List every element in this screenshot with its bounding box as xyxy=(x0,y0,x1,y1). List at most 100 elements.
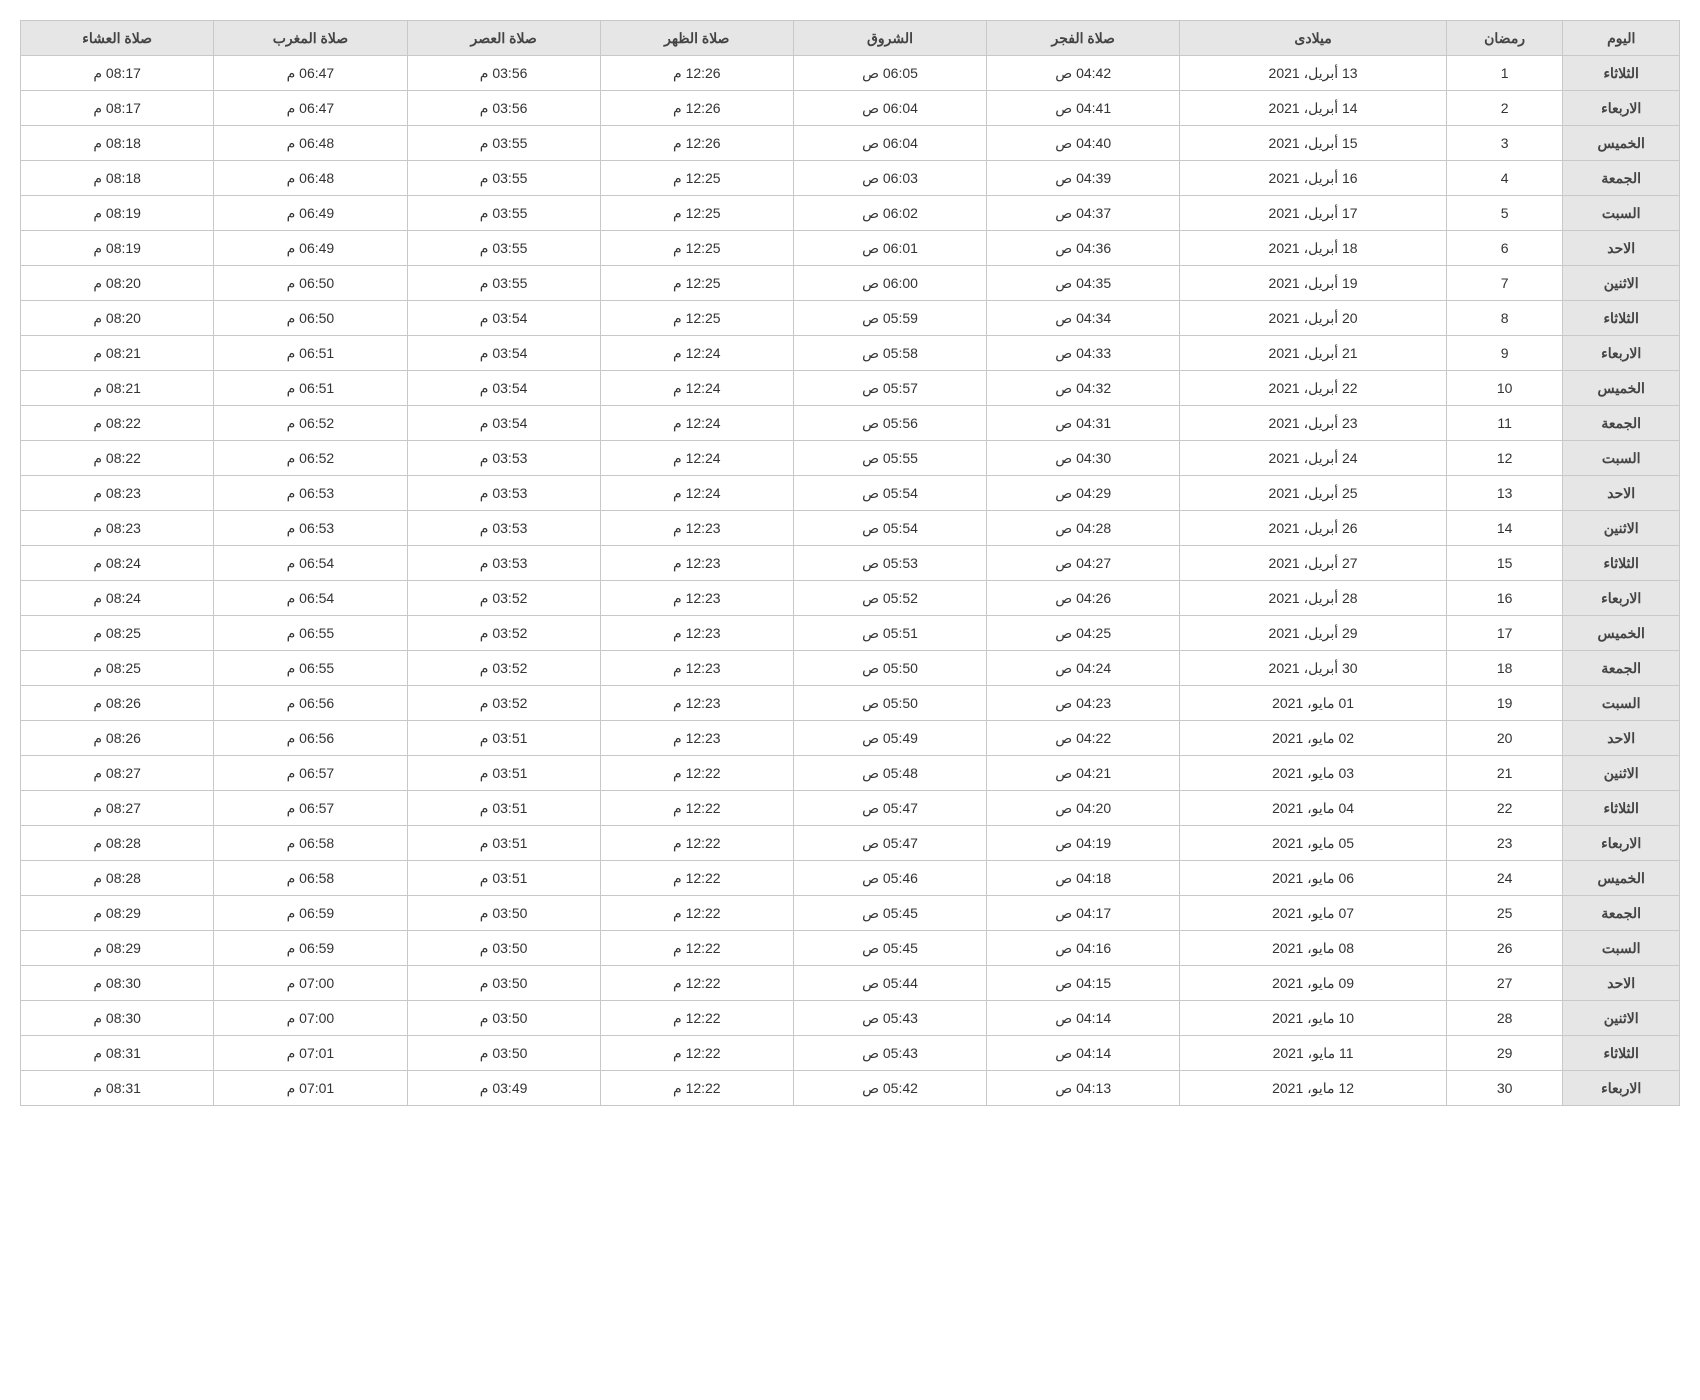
data-cell: 05:48 ص xyxy=(793,756,986,791)
data-cell: 04:41 ص xyxy=(987,91,1180,126)
data-cell: 08 مايو، 2021 xyxy=(1180,931,1447,966)
data-cell: 06:51 م xyxy=(214,336,407,371)
data-cell: 06:48 م xyxy=(214,161,407,196)
data-cell: 04:14 ص xyxy=(987,1001,1180,1036)
data-cell: 04:42 ص xyxy=(987,56,1180,91)
data-cell: 12:23 م xyxy=(600,686,793,721)
data-cell: 06:54 م xyxy=(214,546,407,581)
data-cell: 07:01 م xyxy=(214,1071,407,1106)
data-cell: 03:51 م xyxy=(407,721,600,756)
data-cell: 08:29 م xyxy=(21,896,214,931)
data-cell: 25 أبريل، 2021 xyxy=(1180,476,1447,511)
data-cell: 04:28 ص xyxy=(987,511,1180,546)
data-cell: 06:52 م xyxy=(214,406,407,441)
data-cell: 12 مايو، 2021 xyxy=(1180,1071,1447,1106)
data-cell: 06:59 م xyxy=(214,896,407,931)
day-cell: الثلاثاء xyxy=(1563,301,1680,336)
data-cell: 05:49 ص xyxy=(793,721,986,756)
day-cell: الاربعاء xyxy=(1563,1071,1680,1106)
data-cell: 03:55 م xyxy=(407,231,600,266)
day-cell: السبت xyxy=(1563,441,1680,476)
data-cell: 15 xyxy=(1446,546,1563,581)
data-cell: 10 مايو، 2021 xyxy=(1180,1001,1447,1036)
day-cell: الاحد xyxy=(1563,231,1680,266)
data-cell: 12:22 م xyxy=(600,756,793,791)
column-header: صلاة الفجر xyxy=(987,21,1180,56)
data-cell: 08:22 م xyxy=(21,441,214,476)
data-cell: 04:34 ص xyxy=(987,301,1180,336)
column-header: صلاة العشاء xyxy=(21,21,214,56)
data-cell: 06:55 م xyxy=(214,616,407,651)
column-header: ميلادى xyxy=(1180,21,1447,56)
data-cell: 26 xyxy=(1446,931,1563,966)
data-cell: 05:44 ص xyxy=(793,966,986,1001)
data-cell: 5 xyxy=(1446,196,1563,231)
data-cell: 06:02 ص xyxy=(793,196,986,231)
table-row: الخميس1022 أبريل، 202104:32 ص05:57 ص12:2… xyxy=(21,371,1680,406)
data-cell: 06:04 ص xyxy=(793,91,986,126)
data-cell: 9 xyxy=(1446,336,1563,371)
data-cell: 08:22 م xyxy=(21,406,214,441)
data-cell: 12:22 م xyxy=(600,826,793,861)
data-cell: 08:21 م xyxy=(21,336,214,371)
data-cell: 10 xyxy=(1446,371,1563,406)
day-cell: الجمعة xyxy=(1563,651,1680,686)
data-cell: 05:55 ص xyxy=(793,441,986,476)
data-cell: 05:51 ص xyxy=(793,616,986,651)
data-cell: 28 xyxy=(1446,1001,1563,1036)
table-row: الثلاثاء820 أبريل، 202104:34 ص05:59 ص12:… xyxy=(21,301,1680,336)
table-row: الجمعة416 أبريل، 202104:39 ص06:03 ص12:25… xyxy=(21,161,1680,196)
data-cell: 06:51 م xyxy=(214,371,407,406)
table-row: الاربعاء921 أبريل، 202104:33 ص05:58 ص12:… xyxy=(21,336,1680,371)
table-row: الجمعة1830 أبريل، 202104:24 ص05:50 ص12:2… xyxy=(21,651,1680,686)
table-row: الاحد618 أبريل، 202104:36 ص06:01 ص12:25 … xyxy=(21,231,1680,266)
data-cell: 12:24 م xyxy=(600,371,793,406)
day-cell: الخميس xyxy=(1563,861,1680,896)
data-cell: 15 أبريل، 2021 xyxy=(1180,126,1447,161)
day-cell: الخميس xyxy=(1563,371,1680,406)
data-cell: 16 xyxy=(1446,581,1563,616)
data-cell: 16 أبريل، 2021 xyxy=(1180,161,1447,196)
day-cell: الاحد xyxy=(1563,966,1680,1001)
data-cell: 03:51 م xyxy=(407,861,600,896)
prayer-times-table: اليومرمضانميلادىصلاة الفجرالشروقصلاة الظ… xyxy=(20,20,1680,1106)
data-cell: 17 xyxy=(1446,616,1563,651)
data-cell: 03:53 م xyxy=(407,546,600,581)
data-cell: 04:21 ص xyxy=(987,756,1180,791)
data-cell: 04:30 ص xyxy=(987,441,1180,476)
data-cell: 06 مايو، 2021 xyxy=(1180,861,1447,896)
data-cell: 14 xyxy=(1446,511,1563,546)
day-cell: الاثنين xyxy=(1563,1001,1680,1036)
table-row: الخميس1729 أبريل، 202104:25 ص05:51 ص12:2… xyxy=(21,616,1680,651)
data-cell: 24 xyxy=(1446,861,1563,896)
data-cell: 06:00 ص xyxy=(793,266,986,301)
day-cell: الجمعة xyxy=(1563,896,1680,931)
data-cell: 7 xyxy=(1446,266,1563,301)
table-row: السبت1224 أبريل، 202104:30 ص05:55 ص12:24… xyxy=(21,441,1680,476)
data-cell: 07:00 م xyxy=(214,1001,407,1036)
data-cell: 03:51 م xyxy=(407,826,600,861)
data-cell: 03:52 م xyxy=(407,581,600,616)
data-cell: 05:53 ص xyxy=(793,546,986,581)
data-cell: 04:31 ص xyxy=(987,406,1180,441)
data-cell: 08:28 م xyxy=(21,826,214,861)
data-cell: 06:04 ص xyxy=(793,126,986,161)
data-cell: 12:24 م xyxy=(600,336,793,371)
data-cell: 06:55 م xyxy=(214,651,407,686)
data-cell: 05:50 ص xyxy=(793,651,986,686)
data-cell: 19 xyxy=(1446,686,1563,721)
data-cell: 04 مايو، 2021 xyxy=(1180,791,1447,826)
data-cell: 12:26 م xyxy=(600,126,793,161)
data-cell: 4 xyxy=(1446,161,1563,196)
data-cell: 06:01 ص xyxy=(793,231,986,266)
data-cell: 12:22 م xyxy=(600,931,793,966)
data-cell: 12:22 م xyxy=(600,791,793,826)
data-cell: 08:18 م xyxy=(21,161,214,196)
day-cell: السبت xyxy=(1563,686,1680,721)
data-cell: 11 xyxy=(1446,406,1563,441)
column-header: صلاة المغرب xyxy=(214,21,407,56)
table-row: الاثنين2103 مايو، 202104:21 ص05:48 ص12:2… xyxy=(21,756,1680,791)
table-row: السبت517 أبريل، 202104:37 ص06:02 ص12:25 … xyxy=(21,196,1680,231)
table-row: السبت1901 مايو، 202104:23 ص05:50 ص12:23 … xyxy=(21,686,1680,721)
data-cell: 03:54 م xyxy=(407,406,600,441)
